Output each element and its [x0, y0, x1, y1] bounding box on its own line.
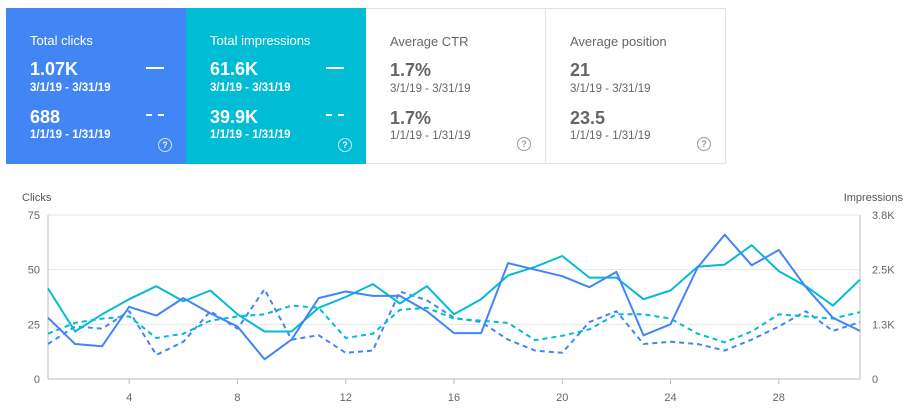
series-lines	[47, 233, 861, 361]
total-impressions-card[interactable]: Total impressions 61.6K 3/1/19 - 3/31/19…	[186, 8, 366, 164]
card-title: Average position	[570, 34, 667, 49]
solid-line-legend-icon	[326, 67, 344, 69]
metric-cards: Total clicks 1.07K 3/1/19 - 3/31/19 688 …	[0, 0, 911, 166]
left-axis-label: Clicks	[22, 192, 52, 204]
performance-chart[interactable]: Clicks Impressions 75 50 25 0 3.8K 2.5K 1.3K 0…	[0, 180, 911, 410]
right-tick-label: 2.5K	[872, 265, 895, 277]
average-ctr-card[interactable]: Average CTR 1.7% 3/1/19 - 3/31/19 1.7% 1…	[366, 8, 546, 164]
previous-value: 1.7%	[390, 108, 432, 128]
previous-date-range: 1/1/19 - 1/31/19	[390, 130, 471, 142]
series-line-impressions-solid	[47, 244, 861, 333]
help-icon[interactable]: ?	[338, 138, 352, 152]
x-tick-label: 20	[556, 392, 568, 404]
series-line-clicks-dashed	[47, 288, 861, 356]
previous-date-range: 1/1/19 - 1/31/19	[570, 130, 651, 142]
help-icon[interactable]: ?	[697, 137, 711, 151]
x-tick-label: 16	[448, 392, 460, 404]
left-tick-label: 0	[34, 374, 40, 386]
current-value: 21	[570, 60, 591, 80]
current-value: 61.6K	[210, 59, 259, 79]
dashed-line-legend-icon	[326, 114, 344, 116]
card-title: Total clicks	[30, 33, 93, 48]
x-tick-label: 4	[126, 392, 132, 404]
current-value: 1.7%	[390, 60, 432, 80]
x-tick-label: 24	[664, 392, 676, 404]
left-tick-label: 25	[28, 319, 40, 331]
previous-value: 23.5	[570, 108, 606, 128]
current-date-range: 3/1/19 - 3/31/19	[30, 82, 111, 94]
current-date-range: 3/1/19 - 3/31/19	[390, 83, 471, 95]
total-clicks-card[interactable]: Total clicks 1.07K 3/1/19 - 3/31/19 688 …	[6, 8, 186, 164]
average-position-card[interactable]: Average position 21 3/1/19 - 3/31/19 23.…	[546, 8, 726, 164]
right-tick-label: 0	[872, 374, 878, 386]
previous-value: 688	[30, 107, 61, 127]
card-title: Average CTR	[390, 34, 469, 49]
left-axis-ticks: 75 50 25 0	[28, 210, 40, 386]
series-line-impressions-dashed	[47, 304, 861, 344]
right-tick-label: 1.3K	[872, 319, 895, 331]
left-tick-label: 50	[28, 265, 40, 277]
x-tick-label: 8	[234, 392, 240, 404]
x-tick-label: 28	[773, 392, 785, 404]
help-icon[interactable]: ?	[517, 137, 531, 151]
previous-value: 39.9K	[210, 107, 259, 127]
previous-date-range: 1/1/19 - 1/31/19	[210, 129, 291, 141]
series-line-clicks-solid	[47, 233, 861, 361]
right-axis-ticks: 3.8K 2.5K 1.3K 0	[872, 210, 895, 386]
card-title: Total impressions	[210, 33, 311, 48]
gridlines	[47, 214, 861, 380]
left-tick-label: 75	[28, 210, 40, 222]
right-axis-label: Impressions	[844, 192, 904, 204]
current-date-range: 3/1/19 - 3/31/19	[210, 82, 291, 94]
help-icon[interactable]: ?	[158, 138, 172, 152]
solid-line-legend-icon	[146, 67, 164, 69]
dashed-line-legend-icon	[146, 114, 164, 116]
x-tick-label: 12	[340, 392, 352, 404]
current-date-range: 3/1/19 - 3/31/19	[570, 83, 651, 95]
right-tick-label: 3.8K	[872, 210, 895, 222]
x-axis-ticks: 4 8 12 16 20 24 28	[126, 379, 785, 404]
current-value: 1.07K	[30, 59, 79, 79]
previous-date-range: 1/1/19 - 1/31/19	[30, 129, 111, 141]
